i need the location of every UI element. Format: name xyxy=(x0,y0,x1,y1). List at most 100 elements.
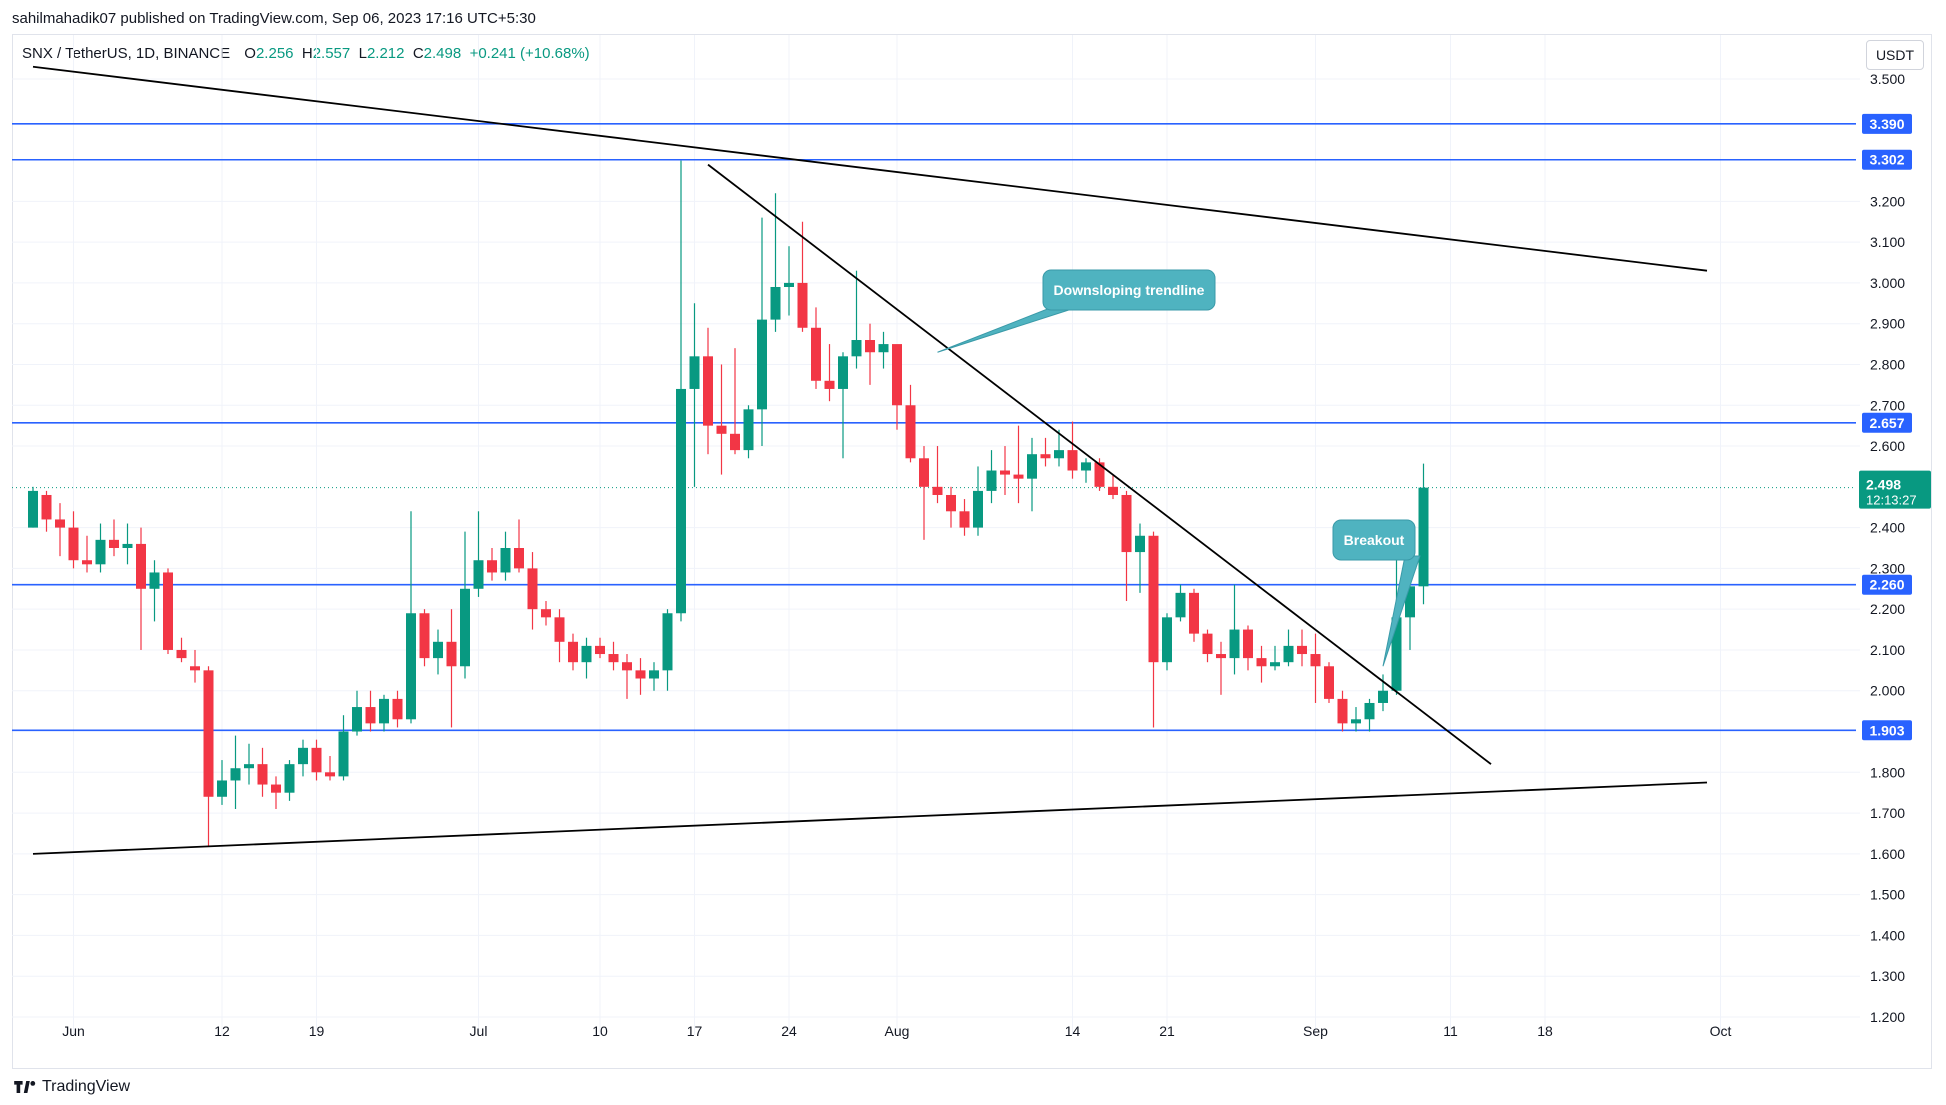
ohlc-values: O2.256 H2.557 L2.212 C2.498 +0.241 (+10.… xyxy=(244,45,589,62)
candle-body xyxy=(770,286,781,320)
y-tick-label: 2.700 xyxy=(1870,397,1905,413)
callout-box xyxy=(1042,269,1216,311)
candle-body xyxy=(1351,719,1361,724)
candle-body xyxy=(149,572,160,589)
tradingview-logo[interactable]: TradingView xyxy=(14,1078,130,1096)
currency-button[interactable]: USDT xyxy=(1866,40,1924,70)
y-tick-label: 1.700 xyxy=(1870,805,1905,821)
trendlines[interactable] xyxy=(32,65,1708,855)
price-level-tag xyxy=(1862,412,1912,433)
candle-body xyxy=(338,731,349,777)
y-tick-label: 3.500 xyxy=(1870,71,1905,87)
candle-body xyxy=(122,543,133,548)
candle-body xyxy=(527,568,538,610)
candle-body xyxy=(865,340,875,353)
candle-body xyxy=(1202,633,1213,655)
candle-body xyxy=(82,560,92,565)
candle-body xyxy=(635,670,646,679)
candle-body xyxy=(662,613,673,671)
price-level-tag xyxy=(1862,574,1912,595)
candle-body xyxy=(514,548,524,569)
y-axis-ticks: 1.200 1.300 1.400 1.500 1.600 1.700 1.800 2.000… xyxy=(1870,71,1905,1025)
candle-body xyxy=(1405,586,1415,618)
candle-body xyxy=(1391,617,1402,691)
trendline-downsloping-trendline xyxy=(707,163,1492,765)
trendline-lower-support xyxy=(32,781,1708,855)
price-level-tag xyxy=(1862,149,1912,170)
candle-body xyxy=(716,425,727,434)
price-level-tag-text: 2.260 xyxy=(1869,577,1904,593)
candle-body xyxy=(568,641,578,663)
candle-body xyxy=(55,519,65,528)
candle-body xyxy=(1256,658,1267,667)
candle-body xyxy=(973,490,983,528)
candle-body xyxy=(284,764,295,793)
change-value: +0.241 (+10.68%) xyxy=(469,45,590,62)
candle-body xyxy=(176,649,187,659)
candle-body xyxy=(1324,666,1334,699)
x-tick-label: 24 xyxy=(781,1023,797,1039)
countdown-timer: 12:13:27 xyxy=(1866,493,1917,508)
low-value: 2.212 xyxy=(366,45,405,62)
y-tick-label: 1.400 xyxy=(1870,927,1905,943)
candle-body xyxy=(1040,454,1051,459)
x-tick-label: Oct xyxy=(1710,1023,1732,1039)
candle-body xyxy=(1135,535,1145,553)
y-tick-label: 3.200 xyxy=(1870,193,1905,209)
candle-body xyxy=(703,356,713,426)
candle-body xyxy=(1270,662,1280,667)
high-value: 2.557 xyxy=(312,45,351,62)
candle-body xyxy=(1108,486,1118,495)
candle-body xyxy=(1094,462,1105,487)
x-tick-label: 11 xyxy=(1443,1023,1458,1039)
candle-body xyxy=(595,645,605,655)
candle-body xyxy=(365,707,376,724)
grid xyxy=(12,35,1860,1035)
candle-body xyxy=(689,356,700,389)
candle-body xyxy=(1297,645,1307,655)
candle-body xyxy=(757,319,767,410)
candle-body xyxy=(905,405,916,459)
candle-body xyxy=(1121,494,1132,553)
y-tick-label: 2.600 xyxy=(1870,438,1905,454)
y-tick-label: 2.800 xyxy=(1870,356,1905,372)
candle-body xyxy=(109,539,119,548)
price-level-tag xyxy=(1862,113,1912,134)
y-tick-label: 2.000 xyxy=(1870,683,1905,699)
candle-body xyxy=(676,388,686,614)
candle-body xyxy=(946,494,956,512)
candle-body xyxy=(784,282,794,287)
chart-frame xyxy=(12,34,1932,1069)
y-tick-label: 2.400 xyxy=(1870,520,1905,536)
candle-body xyxy=(878,344,889,353)
y-tick-label: 1.300 xyxy=(1870,968,1905,984)
candle-body xyxy=(68,527,79,561)
x-tick-label: 12 xyxy=(214,1023,230,1039)
symbol-pair[interactable]: SNX / TetherUS, 1D, BINANCE xyxy=(22,45,231,62)
callout-pointer xyxy=(937,307,1076,353)
candle-body xyxy=(1310,654,1321,667)
candle-body xyxy=(838,356,848,389)
candle-body xyxy=(487,560,497,573)
y-tick-label: 1.200 xyxy=(1870,1009,1905,1025)
candle-body xyxy=(500,548,511,573)
callout-box xyxy=(1332,519,1416,561)
x-tick-label: Jul xyxy=(470,1023,488,1039)
callout-downsloping-trendline: Downsloping trendline xyxy=(1054,282,1205,298)
candle-body xyxy=(608,654,619,663)
price-level-tag-text: 3.390 xyxy=(1869,116,1904,132)
candle-body xyxy=(1283,645,1294,663)
candle-body xyxy=(1189,592,1199,634)
candle-body xyxy=(406,613,416,720)
candle-body xyxy=(1243,629,1253,659)
annotations[interactable]: Downsloping trendline Breakout xyxy=(937,269,1421,667)
candle-body xyxy=(136,543,146,589)
candle-body xyxy=(1378,690,1388,703)
brand-name: TradingView xyxy=(42,1078,131,1095)
candle-body xyxy=(811,327,821,381)
y-tick-label: 3.000 xyxy=(1870,275,1905,291)
x-tick-label: Sep xyxy=(1303,1023,1328,1039)
candle-body xyxy=(217,780,227,797)
candle-body xyxy=(541,609,551,618)
